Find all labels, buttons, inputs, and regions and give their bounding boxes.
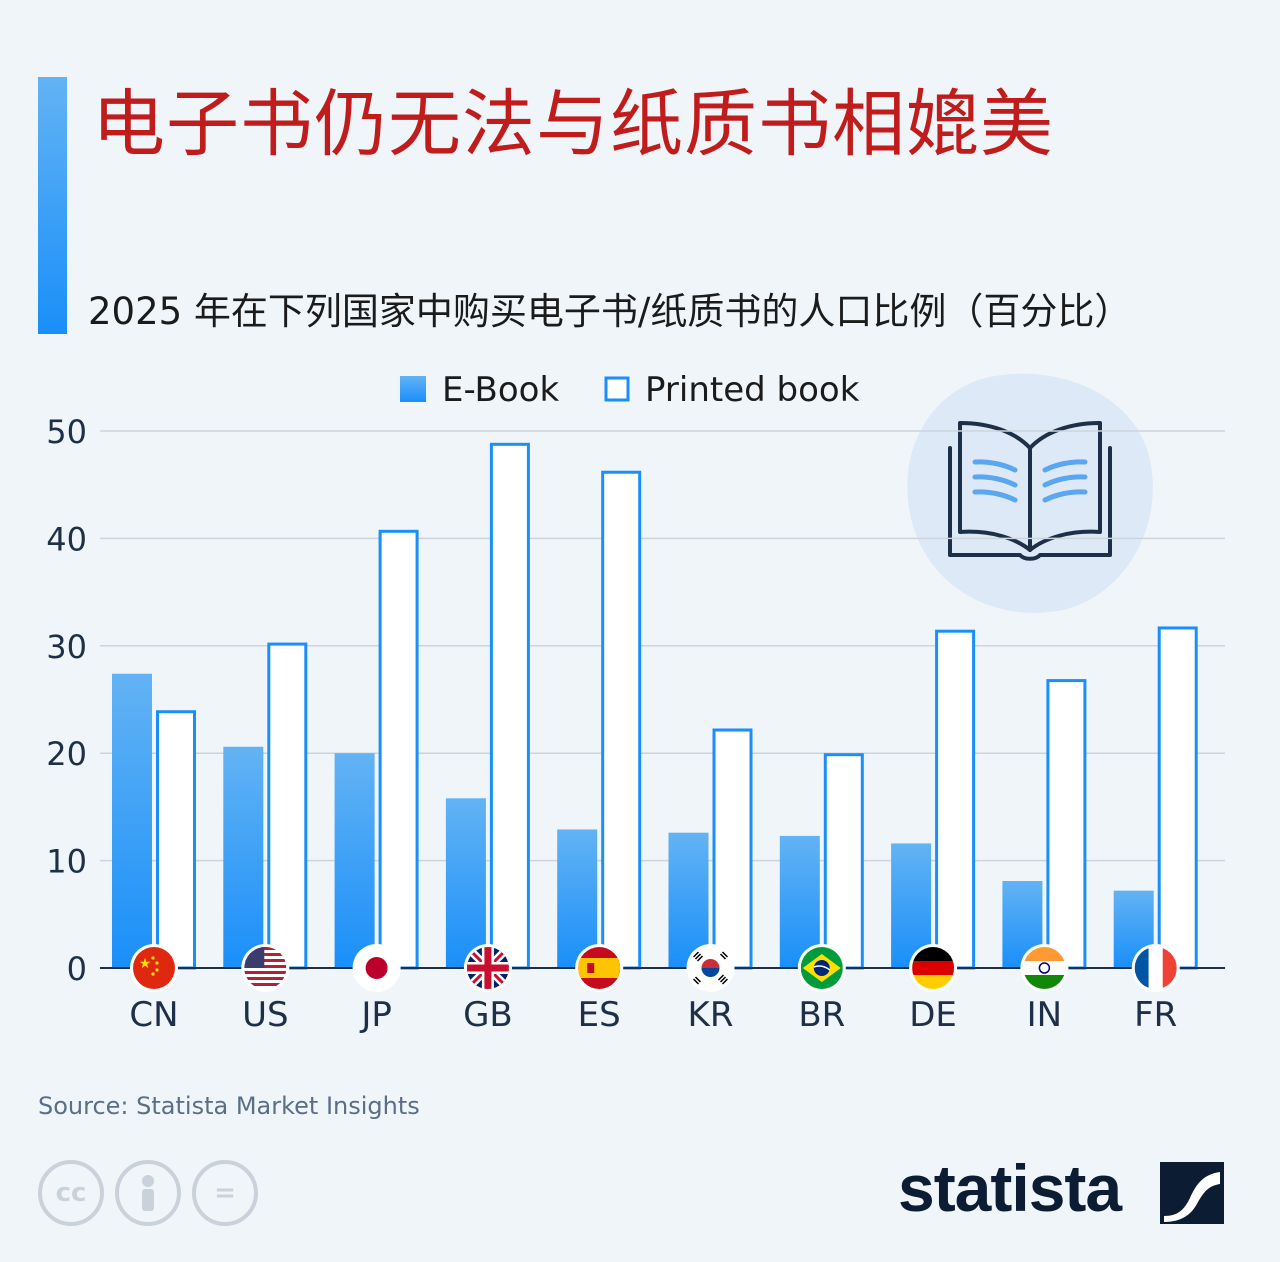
y-tick-label: 50: [46, 413, 87, 451]
y-tick-label: 30: [46, 628, 87, 666]
es-flag-icon: [575, 944, 624, 992]
gb-flag-icon: [463, 944, 512, 992]
x-tick-label-jp: JP: [359, 995, 392, 1035]
open-book-icon: [907, 373, 1153, 613]
cn-flag-icon: ★: [130, 944, 178, 992]
bar-printed-fr: [1157, 626, 1198, 970]
bar-printed-us: [267, 642, 308, 970]
legend-label-ebook: E-Book: [442, 370, 559, 410]
x-tick-label-in: IN: [1027, 995, 1062, 1035]
x-tick-label-us: US: [242, 995, 288, 1035]
bar-printed-es: [601, 470, 642, 970]
bar-ebook-jp: [334, 753, 375, 968]
x-tick-label-es: ES: [578, 995, 621, 1035]
x-tick-label-de: DE: [909, 995, 957, 1035]
bar-printed-cn: [156, 710, 196, 970]
bar-printed-gb: [489, 442, 530, 970]
kr-flag-icon: [686, 944, 735, 992]
jp-flag-icon: [352, 944, 401, 992]
bar-printed-br: [823, 753, 864, 970]
no-derivatives-icon: =: [192, 1160, 258, 1226]
chart-legend: E-Book Printed book: [400, 370, 860, 410]
attribution-icon: [115, 1160, 181, 1226]
bar-printed-in: [1046, 679, 1087, 970]
bar-ebook-us: [223, 746, 264, 968]
br-flag-icon: [797, 944, 846, 992]
x-tick-label-br: BR: [798, 995, 845, 1035]
bar-ebook-es: [557, 829, 598, 968]
chart-subtitle: 2025 年在下列国家中购买电子书/纸质书的人口比例（百分比）: [88, 290, 1132, 333]
bar-printed-jp: [378, 529, 419, 970]
bar-ebook-cn: [112, 673, 152, 968]
x-tick-label-cn: CN: [129, 995, 178, 1035]
country-flags: ★: [130, 944, 1180, 992]
x-tick-label-kr: KR: [688, 995, 734, 1035]
source-note: Source: Statista Market Insights: [38, 1092, 420, 1120]
us-flag-icon: [241, 944, 290, 992]
accent-bar: [38, 77, 67, 334]
bar-ebook-gb: [445, 798, 486, 968]
y-tick-label: 10: [46, 843, 87, 881]
statista-logo-mark: [1160, 1162, 1224, 1224]
bar-chart: E-Book Printed book 0 10 20 30 40 50 ★ CN US JP…: [46, 370, 1225, 1035]
x-axis-ticks: CN US JP GB ES KR BR DE IN FR: [129, 995, 1177, 1035]
de-flag-icon: [909, 944, 958, 992]
in-flag-icon: [1020, 944, 1069, 992]
legend-label-printed: Printed book: [645, 370, 860, 410]
cc-icon: cc: [38, 1160, 104, 1226]
legend-swatch-ebook: [400, 376, 426, 402]
bars: [112, 442, 1198, 970]
statista-logo: statista: [898, 1151, 1122, 1225]
y-tick-label: 20: [46, 735, 87, 773]
y-tick-label: 0: [67, 950, 87, 988]
legend-swatch-printed: [604, 376, 630, 402]
bar-printed-de: [935, 629, 976, 970]
page-title: 电子书仍无法与纸质书相媲美: [92, 82, 1054, 167]
svg-text:★: ★: [139, 956, 152, 972]
y-tick-label: 40: [46, 520, 87, 558]
y-axis-ticks: 0 10 20 30 40 50: [46, 413, 87, 988]
x-tick-label-gb: GB: [463, 995, 513, 1035]
bar-printed-kr: [712, 728, 753, 970]
fr-flag-icon: [1131, 944, 1180, 992]
x-tick-label-fr: FR: [1134, 995, 1177, 1035]
bar-ebook-kr: [668, 832, 709, 968]
